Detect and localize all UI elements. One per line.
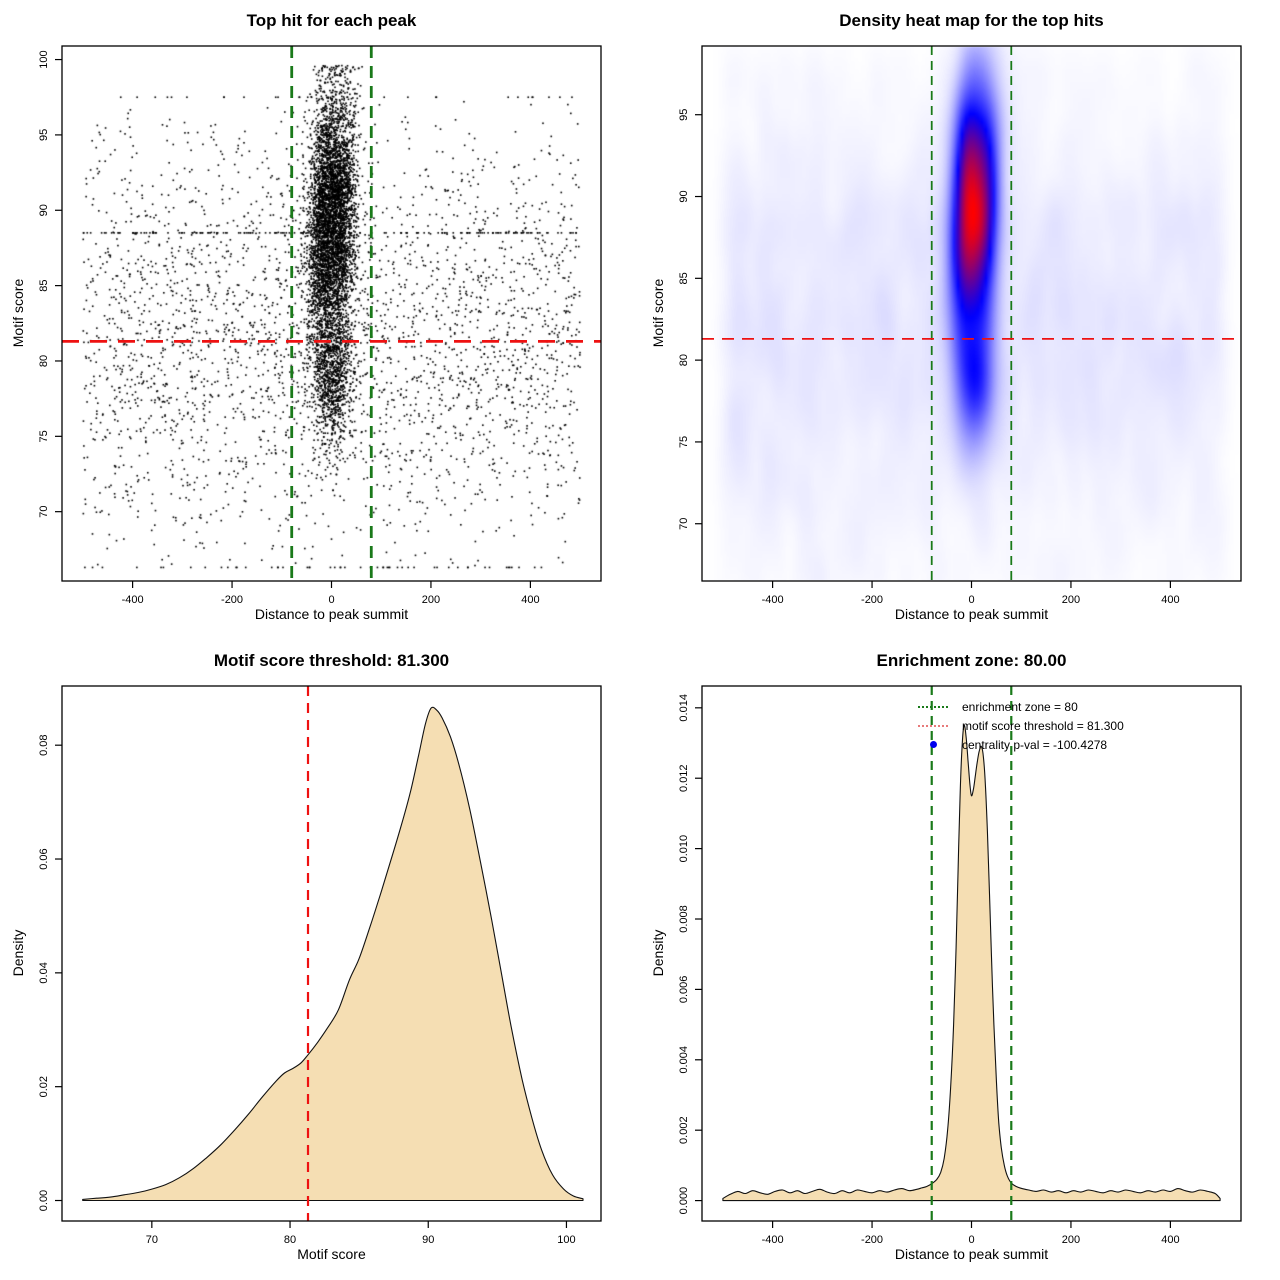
green-dotted-line-swatch [918, 705, 948, 708]
x-tick-label: 200 [1062, 1234, 1080, 1246]
x-tick-label: 400 [1161, 594, 1179, 606]
x-tick-label: 0 [328, 594, 334, 606]
heatmap-canvas [640, 0, 1280, 640]
plot-box [61, 685, 602, 1222]
score-density-svg: 70 80 90 100 0.00 0.02 0.04 0.06 0.08 [38, 685, 602, 1246]
y-tick-label: 70 [678, 518, 690, 530]
scatter-points-canvas [0, 0, 640, 640]
y-tick-label: 0.014 [678, 694, 690, 722]
x-tick-label: 80 [284, 1234, 296, 1246]
x-tick-label: -400 [122, 594, 144, 606]
y-tick-label: 0.06 [38, 848, 50, 869]
y-axis-label: Motif score [10, 278, 26, 348]
y-axis-label: Motif score [650, 278, 666, 348]
y-tick-label: 85 [38, 279, 50, 291]
y-tick-label: 100 [38, 50, 50, 68]
x-tick-label: 0 [968, 1234, 974, 1246]
panel-distance-density: -400 -200 0 200 400 0.000 0.002 0.004 0.006 0.008… [640, 640, 1280, 1280]
x-tick-label: 400 [1161, 1234, 1179, 1246]
scatter-axes-svg: -400 -200 0 200 400 70 75 80 85 90 95 100 [38, 45, 602, 606]
y-tick-label: 0.08 [38, 734, 50, 755]
y-tick-label: 0.008 [678, 905, 690, 933]
y-tick-label: 0.02 [38, 1076, 50, 1097]
x-tick-label: -200 [861, 594, 883, 606]
y-tick-label: 0.012 [678, 764, 690, 792]
legend-label: centrality p-val = -100.4278 [962, 737, 1108, 752]
y-tick-label: 90 [38, 204, 50, 216]
plot-box [701, 685, 1242, 1222]
plot-box [701, 45, 1242, 582]
y-tick-label: 80 [38, 355, 50, 367]
x-axis-label: Distance to peak summit [894, 1246, 1049, 1262]
y-tick-label: 80 [678, 354, 690, 366]
y-tick-label: 95 [678, 109, 690, 121]
y-tick-label: 70 [38, 506, 50, 518]
panel-title: Enrichment zone: 80.00 [876, 651, 1067, 670]
x-tick-label: 400 [521, 594, 539, 606]
blue-dot-swatch [929, 741, 937, 748]
y-axis-label: Density [10, 929, 26, 977]
x-tick-label: 70 [146, 1234, 158, 1246]
y-tick-label: 0.000 [678, 1187, 690, 1215]
x-axis-label: Distance to peak summit [894, 606, 1049, 622]
panel-title: Top hit for each peak [246, 11, 417, 30]
y-tick-label: 0.00 [38, 1190, 50, 1211]
y-tick-label: 75 [38, 430, 50, 442]
panel-title: Motif score threshold: 81.300 [213, 651, 450, 670]
x-tick-label: 90 [422, 1234, 434, 1246]
legend-item-centrality-pval: centrality p-val = -100.4278 [916, 735, 1124, 754]
panel-scatter-top-hits: -400 -200 0 200 400 70 75 80 85 90 95 100 Top hit f… [0, 0, 640, 640]
y-tick-label: 0.002 [678, 1116, 690, 1144]
distance-density-svg: -400 -200 0 200 400 0.000 0.002 0.004 0.006 0.008… [678, 685, 1242, 1246]
plot-box [61, 45, 602, 582]
y-tick-label: 85 [678, 272, 690, 284]
legend-item-enrichment-zone: enrichment zone = 80 [916, 697, 1124, 716]
y-tick-label: 75 [678, 436, 690, 448]
x-axis-label: Motif score [297, 1246, 366, 1262]
y-tick-label: 90 [678, 190, 690, 202]
panel-title: Density heat map for the top hits [839, 11, 1104, 30]
x-tick-label: -200 [861, 1234, 883, 1246]
x-tick-label: 0 [968, 594, 974, 606]
density-curve [82, 706, 584, 1202]
x-tick-label: -200 [221, 594, 243, 606]
x-tick-label: -400 [762, 594, 784, 606]
y-tick-label: 0.006 [678, 976, 690, 1004]
panel-density-heatmap: -400 -200 0 200 400 70 75 80 85 90 95 Density heat… [640, 0, 1280, 640]
y-tick-label: 95 [38, 129, 50, 141]
x-tick-label: -400 [762, 1234, 784, 1246]
y-tick-label: 0.04 [38, 962, 50, 983]
legend-item-motif-threshold: motif score threshold = 81.300 [916, 716, 1124, 735]
x-tick-label: 200 [422, 594, 440, 606]
x-tick-label: 100 [557, 1234, 575, 1246]
legend-label: motif score threshold = 81.300 [962, 718, 1124, 733]
panel-motif-score-density: 70 80 90 100 0.00 0.02 0.04 0.06 0.08 Motif scor… [0, 640, 640, 1280]
y-axis-label: Density [650, 929, 666, 977]
plot-legend: enrichment zone = 80 motif score thresho… [916, 697, 1124, 754]
legend-label: enrichment zone = 80 [962, 699, 1078, 714]
y-tick-label: 0.010 [678, 835, 690, 863]
x-axis-label: Distance to peak summit [254, 606, 409, 622]
red-dotted-line-swatch [918, 724, 948, 727]
y-tick-label: 0.004 [678, 1046, 690, 1074]
x-tick-label: 200 [1062, 594, 1080, 606]
density-curve [722, 724, 1221, 1202]
heatmap-axes-svg: -400 -200 0 200 400 70 75 80 85 90 95 [678, 45, 1242, 606]
